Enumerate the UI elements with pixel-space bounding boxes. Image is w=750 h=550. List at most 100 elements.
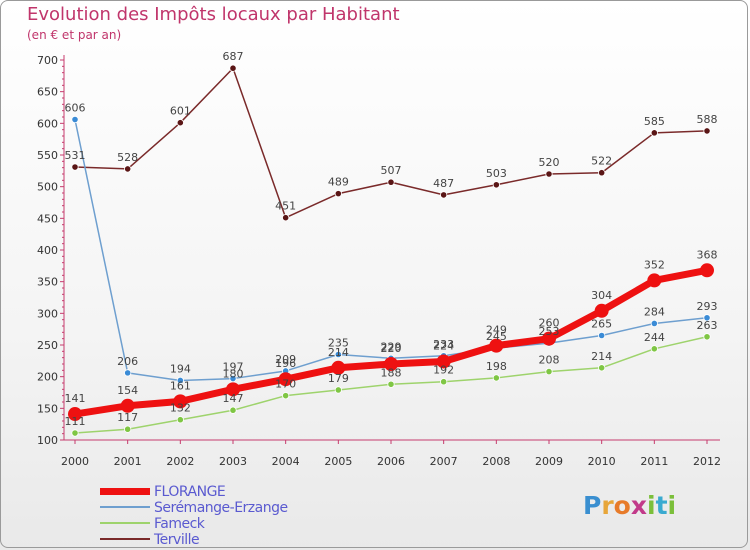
data-label: 132 — [170, 402, 191, 415]
data-label: 192 — [433, 364, 454, 377]
data-point-terville — [598, 169, 606, 177]
y-tick-label: 400 — [37, 244, 58, 257]
data-point-fameck — [334, 386, 342, 394]
data-label: 503 — [486, 167, 507, 180]
chart-title: Evolution des Impôts locaux par Habitant — [27, 4, 400, 25]
data-point-fameck — [440, 378, 448, 386]
data-point-florange — [647, 273, 662, 288]
data-label: 214 — [591, 350, 612, 363]
data-point-serémange-erzange — [71, 115, 79, 124]
data-label: 293 — [697, 300, 718, 313]
y-tick-label: 450 — [37, 212, 58, 225]
data-point-terville — [545, 170, 553, 178]
x-tick-label: 2010 — [588, 455, 616, 468]
data-point-serémange-erzange — [176, 376, 184, 385]
data-label: 265 — [591, 318, 612, 331]
data-point-terville — [176, 119, 184, 127]
data-point-fameck — [492, 374, 500, 382]
x-tick-label: 2006 — [377, 455, 405, 468]
data-label: 197 — [223, 361, 244, 374]
x-tick-label: 2012 — [693, 455, 721, 468]
data-label: 253 — [539, 325, 560, 338]
proxiti-logo: Proxiti — [583, 491, 676, 520]
data-label: 154 — [117, 384, 138, 397]
data-point-florange — [489, 338, 504, 353]
data-label: 585 — [644, 115, 665, 128]
x-tick-label: 2008 — [482, 455, 510, 468]
data-label: 487 — [433, 177, 454, 190]
data-label: 520 — [539, 156, 560, 169]
data-label: 249 — [486, 324, 507, 337]
data-label: 180 — [223, 367, 244, 380]
legend-label: Terville — [154, 532, 200, 548]
data-label: 528 — [117, 151, 138, 164]
data-label: 196 — [275, 357, 296, 370]
data-label: 304 — [591, 289, 612, 302]
x-tick-label: 2007 — [430, 455, 458, 468]
data-label: 601 — [170, 105, 191, 118]
data-point-terville — [282, 214, 290, 222]
legend-label: FLORANGE — [154, 484, 226, 500]
data-label: 687 — [223, 50, 244, 63]
x-tick-label: 2001 — [114, 455, 142, 468]
logo-letter: r — [601, 491, 614, 520]
logo-letter: P — [583, 491, 602, 520]
logo-letter: t — [655, 491, 668, 520]
data-label: 117 — [117, 411, 138, 424]
data-point-terville — [229, 64, 237, 72]
data-point-terville — [124, 165, 132, 173]
legend-swatch — [100, 522, 150, 524]
data-label: 489 — [328, 176, 349, 189]
data-point-fameck — [282, 392, 290, 400]
x-tick-label: 2009 — [535, 455, 563, 468]
x-tick-label: 2002 — [166, 455, 194, 468]
x-tick-label: 2003 — [219, 455, 247, 468]
y-tick-label: 700 — [37, 54, 58, 67]
data-label: 198 — [486, 360, 507, 373]
data-label: 208 — [539, 354, 560, 367]
data-label: 235 — [328, 337, 349, 350]
data-point-serémange-erzange — [650, 319, 658, 328]
data-label: 507 — [381, 164, 402, 177]
data-label: 263 — [697, 319, 718, 332]
data-point-terville — [387, 178, 395, 186]
legend-swatch — [100, 538, 150, 540]
y-tick-label: 200 — [37, 371, 58, 384]
data-point-fameck — [176, 416, 184, 424]
data-point-florange — [278, 372, 293, 387]
data-point-florange — [68, 407, 82, 422]
data-point-florange — [173, 394, 188, 409]
y-tick-label: 250 — [37, 339, 58, 352]
data-point-florange — [594, 303, 609, 318]
data-label: 606 — [65, 102, 86, 115]
x-tick-label: 2004 — [272, 455, 300, 468]
data-point-serémange-erzange — [598, 331, 606, 340]
data-point-serémange-erzange — [124, 369, 132, 377]
y-tick-label: 600 — [37, 117, 58, 130]
data-point-florange — [436, 354, 451, 369]
y-tick-label: 650 — [37, 86, 58, 99]
data-point-serémange-erzange — [703, 314, 711, 322]
data-point-terville — [492, 181, 500, 189]
data-label: 214 — [328, 346, 349, 359]
x-tick-label: 2005 — [324, 455, 352, 468]
y-tick-label: 350 — [37, 276, 58, 289]
x-tick-label: 2011 — [640, 455, 668, 468]
y-tick-label: 500 — [37, 181, 58, 194]
data-label: 284 — [644, 305, 665, 318]
data-point-florange — [542, 331, 556, 346]
data-label: 179 — [328, 372, 349, 385]
data-label: 161 — [170, 379, 191, 392]
data-point-florange — [384, 357, 398, 371]
data-label: 170 — [275, 378, 296, 391]
data-label: 147 — [223, 392, 244, 405]
data-point-fameck — [703, 333, 711, 341]
data-label: 368 — [697, 248, 718, 261]
x-tick-label: 2000 — [61, 455, 89, 468]
data-point-fameck — [387, 380, 395, 388]
data-label: 522 — [591, 155, 612, 168]
data-point-florange — [700, 263, 714, 278]
series-line-terville — [74, 67, 708, 219]
